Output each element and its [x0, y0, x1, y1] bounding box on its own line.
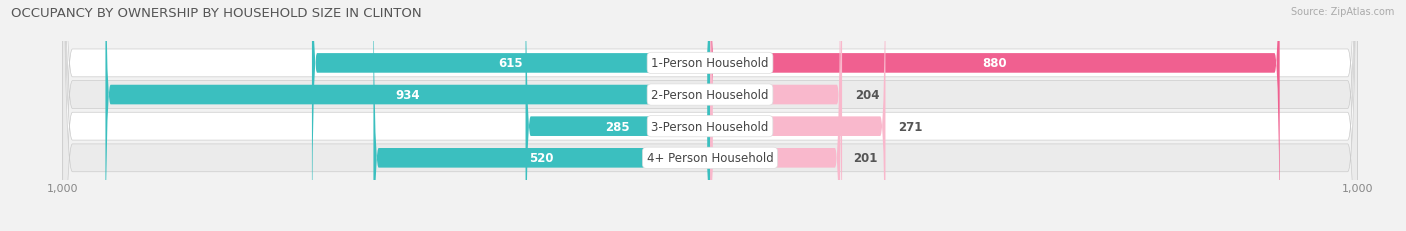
- FancyBboxPatch shape: [710, 0, 841, 231]
- Text: 201: 201: [853, 152, 877, 165]
- FancyBboxPatch shape: [710, 0, 886, 231]
- Text: Source: ZipAtlas.com: Source: ZipAtlas.com: [1291, 7, 1395, 17]
- FancyBboxPatch shape: [710, 0, 1279, 231]
- FancyBboxPatch shape: [63, 0, 1357, 231]
- Text: 204: 204: [855, 89, 880, 102]
- Text: 3-Person Household: 3-Person Household: [651, 120, 769, 133]
- Text: 880: 880: [983, 57, 1007, 70]
- FancyBboxPatch shape: [63, 0, 1357, 231]
- FancyBboxPatch shape: [526, 0, 710, 231]
- FancyBboxPatch shape: [710, 0, 842, 231]
- Text: 1-Person Household: 1-Person Household: [651, 57, 769, 70]
- Text: 520: 520: [530, 152, 554, 165]
- Legend: Owner-occupied, Renter-occupied: Owner-occupied, Renter-occupied: [582, 230, 838, 231]
- FancyBboxPatch shape: [312, 0, 710, 231]
- Text: 4+ Person Household: 4+ Person Household: [647, 152, 773, 165]
- Text: 285: 285: [606, 120, 630, 133]
- Text: 2-Person Household: 2-Person Household: [651, 89, 769, 102]
- FancyBboxPatch shape: [374, 0, 710, 231]
- FancyBboxPatch shape: [63, 0, 1357, 231]
- FancyBboxPatch shape: [63, 0, 1357, 231]
- Text: 934: 934: [395, 89, 420, 102]
- FancyBboxPatch shape: [105, 0, 710, 231]
- Text: 271: 271: [898, 120, 922, 133]
- Text: 615: 615: [499, 57, 523, 70]
- Text: OCCUPANCY BY OWNERSHIP BY HOUSEHOLD SIZE IN CLINTON: OCCUPANCY BY OWNERSHIP BY HOUSEHOLD SIZE…: [11, 7, 422, 20]
